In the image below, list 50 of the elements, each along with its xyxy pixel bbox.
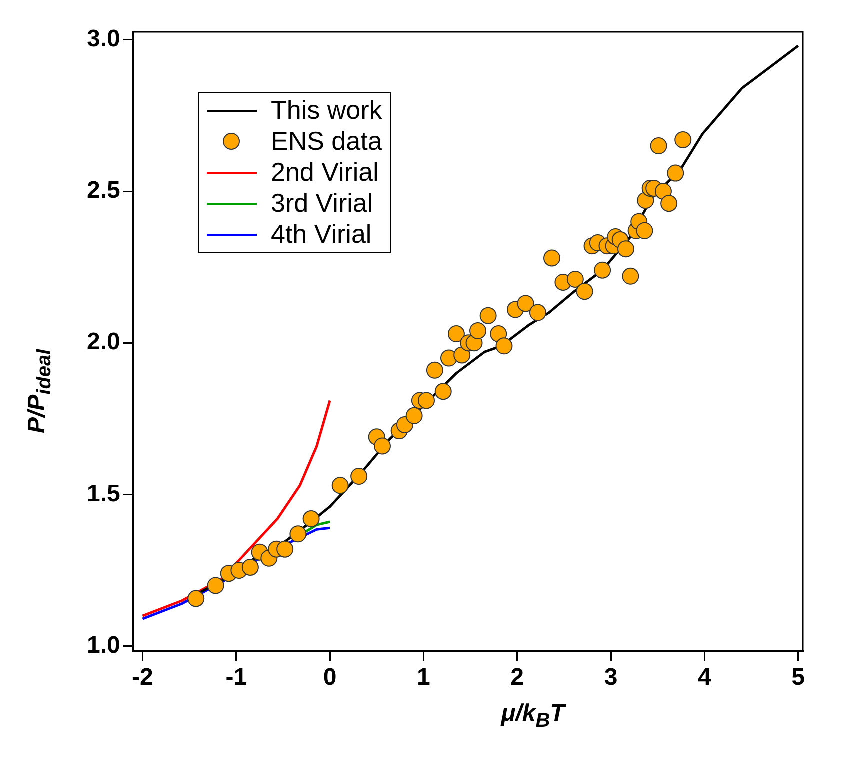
legend-label: 4th Virial (271, 219, 372, 250)
y-tick-label: 2.5 (86, 177, 120, 204)
point (667, 164, 684, 182)
y-tick-label: 1.5 (86, 480, 120, 508)
y-tick-label: 1.0 (86, 632, 120, 659)
point (617, 240, 634, 258)
point (406, 407, 423, 424)
point (576, 283, 594, 300)
point (622, 268, 640, 285)
x-tick-label: -2 (132, 664, 154, 692)
x-tick-label: -1 (226, 664, 248, 692)
point (594, 262, 612, 279)
x-tick-label: 1 (417, 664, 430, 692)
legend-label: 3rd Virial (271, 188, 374, 219)
point (290, 526, 307, 543)
legend-label: ENS data (271, 126, 382, 157)
point (496, 338, 513, 355)
point (480, 307, 497, 324)
point (650, 138, 668, 155)
x-tick-label: 5 (792, 664, 805, 692)
point (660, 195, 678, 212)
point (426, 362, 444, 379)
point (350, 468, 368, 486)
point (566, 270, 584, 288)
point (374, 438, 391, 455)
point (434, 383, 452, 400)
point (276, 540, 294, 558)
y-tick-label: 2.0 (86, 328, 120, 356)
point (448, 326, 465, 343)
point (418, 392, 436, 410)
x-tick-label: 0 (323, 664, 337, 692)
point (517, 295, 534, 312)
point (544, 250, 561, 267)
point (636, 222, 654, 240)
point (302, 510, 320, 528)
legend-label: This work (271, 95, 382, 126)
x-tick-label: 3 (604, 664, 618, 692)
point (674, 131, 692, 148)
point (332, 477, 349, 494)
y-tick-label: 3.0 (86, 26, 120, 53)
x-axis-title: μ/k$_{B}$T (500, 700, 568, 733)
x-tick-label: 2 (510, 664, 524, 692)
point (207, 577, 224, 594)
point (454, 346, 471, 364)
point (529, 304, 546, 322)
point (188, 590, 205, 608)
point (242, 559, 259, 576)
point (470, 322, 487, 340)
x-tick-label: 4 (698, 664, 712, 692)
legend-label: 2nd Virial (271, 157, 379, 188)
